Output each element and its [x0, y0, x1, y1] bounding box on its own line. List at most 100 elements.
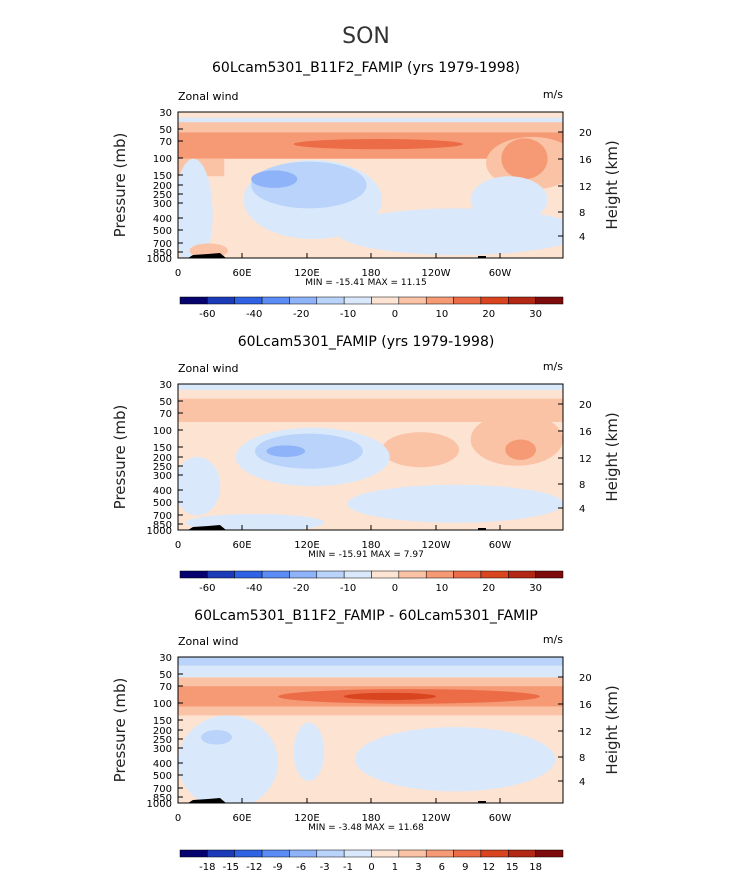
contour-band — [201, 730, 232, 745]
y-tick-label: 250 — [153, 462, 172, 473]
contour-band — [505, 439, 537, 460]
y-tick-label: 500 — [153, 498, 172, 509]
y-tick-label: 70 — [159, 682, 172, 693]
main-title: SON — [342, 24, 390, 49]
panel-1: 60Lcam5301_B11F2_FAMIP (yrs 1979-1998) Zo… — [111, 60, 621, 320]
y-tick-label: 400 — [153, 486, 172, 497]
colorbar-label: -20 — [293, 583, 309, 594]
y-tick-label: 100 — [153, 699, 172, 710]
colorbar-label: -6 — [296, 862, 306, 873]
y-tick-label: 850 — [153, 793, 172, 804]
y-tick-label: 300 — [153, 471, 172, 482]
y2-tick-label: 4 — [579, 232, 585, 243]
y-axis-label: Pressure (mb) — [111, 678, 129, 783]
panel-title-1: 60Lcam5301_B11F2_FAMIP (yrs 1979-1998) — [212, 60, 520, 76]
y2-tick-label: 16 — [579, 427, 592, 438]
y-tick-label: 850 — [153, 248, 172, 259]
y-tick-label: 700 — [153, 239, 172, 250]
y-tick-label: 50 — [159, 125, 172, 136]
contour-band — [178, 158, 213, 258]
contour-band — [178, 398, 563, 422]
colorbar-label: -15 — [223, 862, 239, 873]
field-label: Zonal wind — [178, 362, 239, 375]
min-max-stats: MIN = -3.48 MAX = 11.68 — [308, 823, 424, 833]
y-tick-label: 250 — [153, 190, 172, 201]
y-tick-label: 100 — [153, 426, 172, 437]
contour-field-2 — [178, 384, 563, 530]
colorbar-swatch — [371, 570, 400, 579]
colorbar-label: -60 — [199, 309, 215, 320]
topography — [188, 525, 226, 530]
y2-tick-label: 4 — [579, 777, 585, 788]
colorbar-swatch — [398, 849, 427, 858]
colorbar-label: 1 — [392, 862, 398, 873]
colorbar-label: 30 — [529, 309, 542, 320]
contour-band — [266, 445, 306, 457]
units-label: m/s — [543, 88, 563, 101]
colorbar-label: -10 — [340, 583, 356, 594]
colorbar-swatch — [508, 849, 536, 858]
colorbar-swatch — [535, 849, 564, 858]
y2-tick-label: 20 — [579, 128, 592, 139]
colorbar-label: 3 — [415, 862, 421, 873]
x-tick-label: 60W — [489, 268, 512, 279]
contour-band — [335, 208, 563, 256]
colorbar-swatch — [261, 570, 290, 579]
colorbar-swatch — [234, 296, 263, 305]
colorbar-label: -40 — [246, 309, 262, 320]
colorbar-swatch — [508, 570, 536, 579]
y-tick-label: 50 — [159, 397, 172, 408]
colorbar-swatch — [371, 296, 400, 305]
colorbar-swatch — [179, 849, 208, 858]
y-tick-label: 70 — [159, 409, 172, 420]
colorbar-swatch — [261, 296, 290, 305]
y-tick-label: 70 — [159, 137, 172, 148]
colorbar-swatch — [425, 849, 454, 858]
x-tick-label: 60W — [489, 540, 512, 551]
contour-band — [178, 665, 563, 678]
colorbar-swatch — [343, 570, 372, 579]
contour-band — [251, 170, 298, 188]
colorbar-swatch — [343, 849, 372, 858]
contour-band — [347, 484, 563, 523]
x-tick-label: 120E — [294, 540, 319, 551]
colorbar-label: 30 — [529, 583, 542, 594]
contour-band — [355, 727, 556, 792]
contour-band — [343, 692, 436, 701]
contour-band — [178, 384, 563, 390]
x-tick-label: 60W — [489, 813, 512, 824]
y-tick-label: 500 — [153, 226, 172, 237]
colorbar-swatch — [343, 296, 372, 305]
colorbar-swatch — [316, 570, 345, 579]
y2-axis-label: Height (km) — [603, 140, 621, 229]
y2-tick-label: 12 — [579, 182, 592, 193]
x-tick-label: 120W — [422, 540, 451, 551]
x-tick-label: 120W — [422, 268, 451, 279]
colorbar-swatch — [207, 296, 235, 305]
y-tick-label: 400 — [153, 214, 172, 225]
y-tick-label: 250 — [153, 735, 172, 746]
colorbar-label: -40 — [246, 583, 262, 594]
contour-field-3 — [178, 657, 563, 803]
y-tick-label: 200 — [153, 453, 172, 464]
y2-tick-label: 20 — [579, 400, 592, 411]
y2-tick-label: 16 — [579, 155, 592, 166]
x-tick-label: 120E — [294, 268, 319, 279]
colorbar-swatch — [425, 296, 454, 305]
colorbar-swatch — [234, 849, 263, 858]
contour-band — [470, 176, 548, 223]
y-tick-label: 850 — [153, 520, 172, 531]
topography — [188, 253, 226, 258]
colorbar-swatch — [289, 849, 318, 858]
colorbar-swatch — [480, 296, 509, 305]
y2-tick-label: 8 — [579, 480, 585, 491]
y-tick-label: 200 — [153, 726, 172, 737]
units-label: m/s — [543, 633, 563, 646]
y2-tick-label: 16 — [579, 700, 592, 711]
contour-band — [382, 432, 460, 468]
colorbar-swatch — [480, 570, 509, 579]
colorbar-label: 0 — [392, 309, 398, 320]
colorbar-swatch — [398, 570, 427, 579]
y-tick-label: 300 — [153, 199, 172, 210]
